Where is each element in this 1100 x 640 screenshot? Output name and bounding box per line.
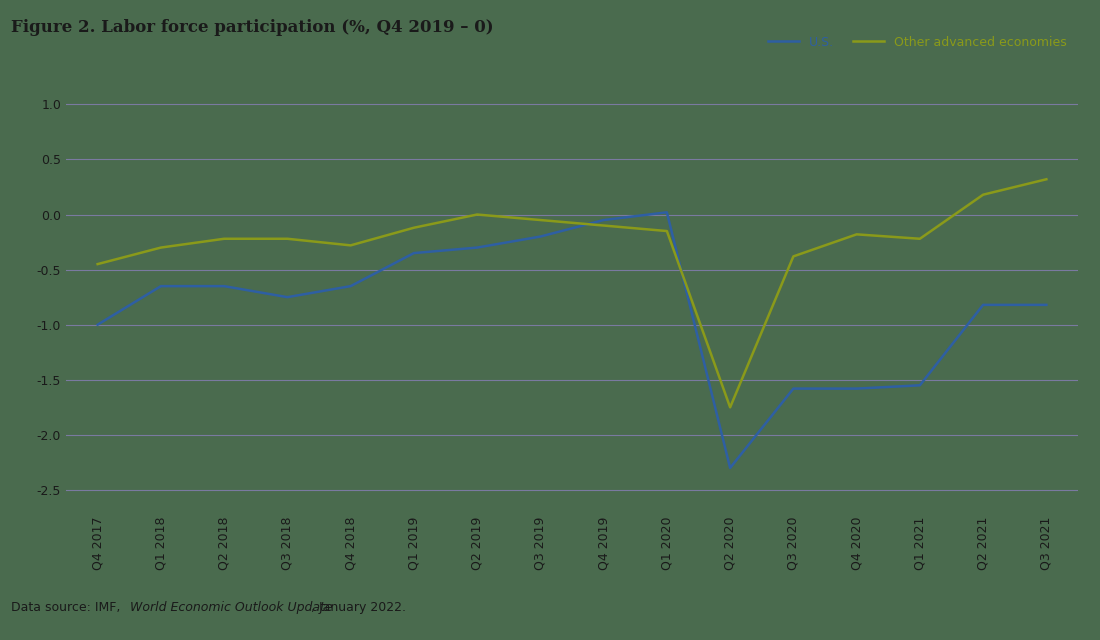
Text: Data source: IMF,: Data source: IMF, [11,602,124,614]
Text: , January 2022.: , January 2022. [311,602,406,614]
Text: World Economic Outlook Update: World Economic Outlook Update [130,602,332,614]
Text: Figure 2. Labor force participation (%, Q4 2019 – 0): Figure 2. Labor force participation (%, … [11,19,494,36]
Legend: U.S., Other advanced economies: U.S., Other advanced economies [762,31,1071,54]
